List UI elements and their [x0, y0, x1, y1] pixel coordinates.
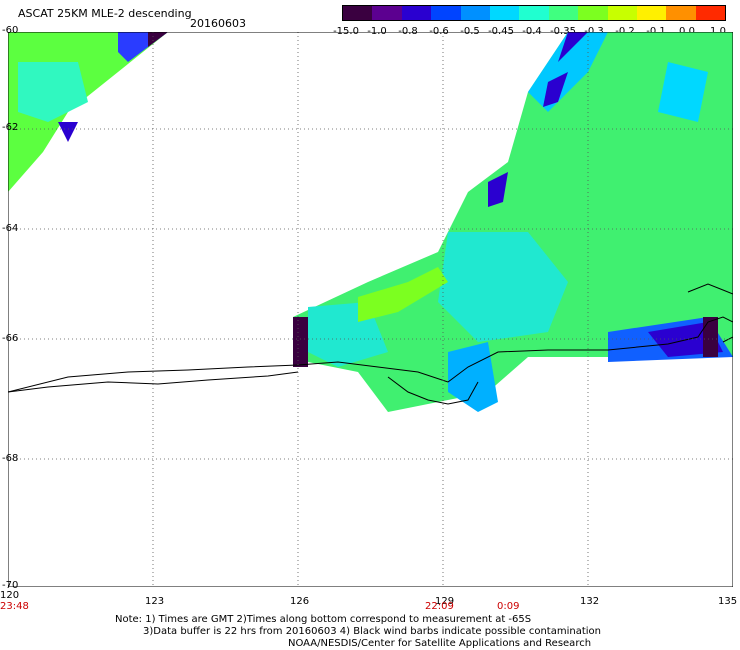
colorbar-segment: [578, 6, 608, 20]
lat-label: -68: [2, 453, 19, 464]
lon-label: 129: [435, 596, 455, 607]
colorbar-segment: [489, 6, 520, 20]
colorbar-segment: [548, 6, 579, 20]
lon-label: 132: [580, 596, 600, 607]
map-plot: [8, 32, 733, 587]
lon-label: 123: [145, 596, 165, 607]
time-label: 0:09: [497, 601, 520, 612]
colorbar-segment: [431, 6, 461, 20]
colorbar: [342, 5, 726, 21]
colorbar-segment: [343, 6, 373, 20]
note-line: NOAA/NESDIS/Center for Satellite Applica…: [288, 638, 592, 649]
time-label: 23:48: [0, 601, 29, 612]
note-line: Note: 1) Times are GMT 2)Times along bot…: [115, 614, 532, 625]
note-line: 3)Data buffer is 22 hrs from 20160603 4)…: [143, 626, 601, 637]
colorbar-segment: [460, 6, 490, 20]
coastline: [8, 283, 733, 405]
footnotes: Note: 1) Times are GMT 2)Times along bot…: [115, 614, 601, 650]
colorbar-segment: [695, 6, 726, 20]
lon-label: 126: [290, 596, 310, 607]
colorbar-segment: [607, 6, 637, 20]
lon-label: 135: [718, 596, 738, 607]
map-title: ASCAT 25KM MLE-2 descending: [18, 7, 192, 20]
graticule: [8, 32, 733, 587]
lat-label: -70: [2, 580, 19, 591]
swath-east: [293, 32, 733, 412]
lon-label: 120: [0, 590, 20, 601]
lat-label: -60: [2, 25, 19, 36]
colorbar-segment: [666, 6, 696, 20]
time-label: 22:09: [425, 601, 454, 612]
colorbar-segment: [519, 6, 549, 20]
lat-label: -66: [2, 333, 19, 344]
lat-label: -62: [2, 122, 19, 133]
swath-northwest: [8, 32, 168, 192]
colorbar-segment: [636, 6, 667, 20]
colorbar-segment: [372, 6, 402, 20]
map-date: 20160603: [190, 17, 246, 30]
lat-label: -64: [2, 223, 19, 234]
colorbar-segment: [401, 6, 432, 20]
